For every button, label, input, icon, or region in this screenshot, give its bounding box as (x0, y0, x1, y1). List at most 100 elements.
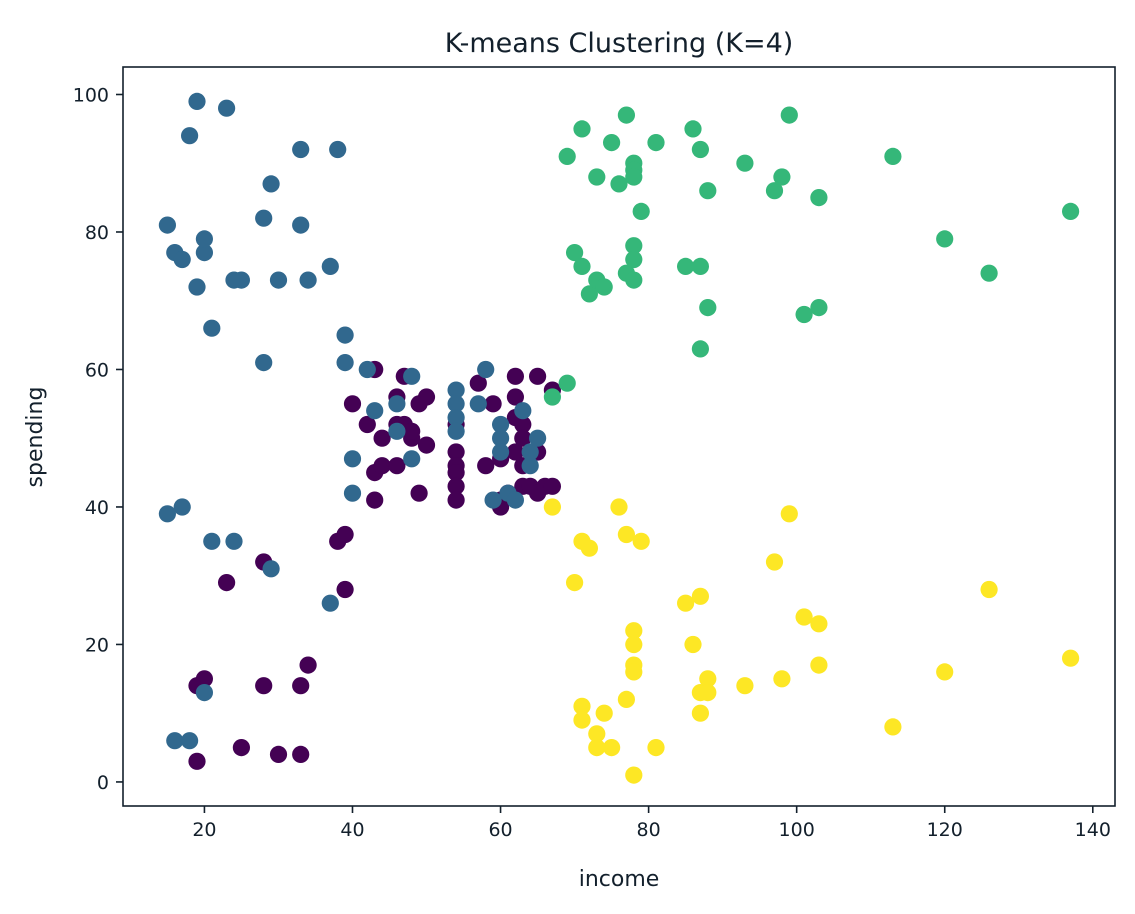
data-point-cluster-2-11 (617, 106, 636, 124)
data-point-cluster-0-59 (543, 477, 562, 495)
y-axis: 0 20 40 60 80 100 (73, 84, 123, 794)
data-point-cluster-3-32 (810, 615, 828, 633)
data-point-cluster-3-37 (1062, 649, 1080, 667)
data-point-cluster-2-26 (699, 182, 717, 200)
data-point-cluster-2-5 (580, 285, 599, 303)
data-point-cluster-0-20 (373, 457, 391, 475)
data-point-cluster-3-31 (795, 608, 813, 626)
data-point-cluster-0-33 (447, 443, 465, 461)
data-point-cluster-1-19 (255, 209, 273, 227)
data-point-cluster-1-22 (262, 560, 280, 578)
data-point-cluster-3-16 (625, 663, 643, 681)
data-point-cluster-0-27 (403, 422, 421, 440)
data-point-cluster-1-21 (262, 175, 280, 193)
data-point-cluster-3-21 (684, 635, 702, 654)
data-point-cluster-2-38 (1062, 202, 1080, 220)
data-point-cluster-2-31 (780, 106, 798, 124)
data-point-cluster-1-39 (403, 450, 421, 468)
data-point-cluster-2-23 (691, 140, 710, 159)
data-point-cluster-2-19 (632, 202, 650, 220)
y-tick-label: 40 (85, 497, 109, 519)
data-point-cluster-0-46 (506, 388, 524, 406)
data-point-cluster-1-34 (358, 360, 376, 379)
data-point-cluster-3-35 (936, 663, 954, 681)
x-axis: 20 40 60 80 100 120 140 (192, 806, 1111, 841)
y-tick-label: 0 (97, 772, 109, 794)
data-point-cluster-1-42 (447, 409, 465, 427)
data-point-cluster-1-29 (329, 140, 347, 159)
data-point-cluster-1-11 (195, 230, 213, 248)
data-point-cluster-0-5 (292, 745, 310, 764)
x-tick-label: 20 (192, 819, 216, 841)
data-point-cluster-1-45 (469, 395, 487, 413)
data-point-cluster-2-28 (736, 154, 754, 172)
data-point-cluster-3-5 (580, 539, 599, 557)
data-point-cluster-1-28 (321, 594, 339, 612)
data-point-cluster-1-26 (299, 271, 317, 289)
data-point-cluster-2-15 (625, 168, 643, 186)
data-point-cluster-1-20 (255, 354, 273, 372)
data-point-cluster-2-3 (573, 120, 591, 138)
data-point-cluster-1-52 (514, 402, 532, 420)
data-point-cluster-2-34 (810, 299, 828, 317)
data-point-cluster-0-13 (336, 580, 354, 599)
data-point-cluster-0-54 (529, 367, 547, 385)
data-point-cluster-0-36 (447, 477, 465, 495)
data-point-cluster-2-2 (566, 244, 584, 262)
data-point-cluster-1-55 (529, 429, 547, 447)
data-point-cluster-2-24 (691, 257, 710, 275)
data-point-cluster-3-33 (810, 656, 828, 674)
data-point-cluster-3-3 (573, 697, 591, 715)
data-point-cluster-1-53 (521, 457, 539, 475)
data-point-cluster-3-12 (617, 690, 636, 709)
data-point-cluster-1-14 (203, 532, 221, 550)
data-point-cluster-2-36 (936, 230, 954, 248)
data-point-cluster-0-14 (343, 395, 362, 413)
data-point-cluster-2-17 (625, 250, 643, 269)
x-tick-label: 100 (779, 819, 815, 841)
data-point-cluster-0-48 (506, 443, 524, 461)
data-point-cluster-0-6 (292, 677, 310, 695)
data-point-cluster-2-20 (647, 134, 665, 152)
data-point-cluster-2-0 (558, 147, 576, 165)
data-point-cluster-0-18 (366, 491, 384, 509)
data-point-cluster-2-35 (884, 147, 902, 165)
y-tick-label: 20 (85, 634, 109, 656)
data-point-cluster-1-5 (173, 250, 191, 269)
data-point-cluster-1-0 (158, 505, 176, 523)
data-point-cluster-3-4 (573, 711, 591, 729)
data-point-cluster-0-7 (299, 656, 317, 674)
data-point-cluster-1-13 (203, 319, 221, 337)
data-point-cluster-1-2 (166, 732, 184, 750)
data-point-cluster-3-6 (588, 725, 606, 743)
data-point-cluster-1-35 (366, 402, 384, 420)
data-point-cluster-2-33 (810, 189, 828, 207)
plot-frame (122, 66, 1116, 807)
data-point-cluster-0-12 (336, 525, 354, 544)
data-point-cluster-1-6 (181, 732, 199, 750)
data-point-cluster-3-17 (625, 766, 643, 784)
data-point-cluster-1-54 (521, 443, 539, 461)
data-point-cluster-1-32 (343, 450, 362, 468)
data-point-cluster-2-29 (765, 182, 784, 200)
data-point-cluster-2-32 (795, 305, 813, 324)
data-point-cluster-3-18 (632, 532, 650, 550)
y-tick-label: 60 (85, 359, 109, 381)
data-point-cluster-0-8 (255, 677, 273, 695)
data-point-cluster-1-48 (492, 429, 510, 447)
data-point-cluster-1-51 (506, 491, 524, 509)
x-tick-label: 40 (340, 819, 364, 841)
data-point-cluster-3-0 (543, 498, 562, 516)
data-point-cluster-0-0 (188, 752, 206, 770)
x-tick-label: 80 (637, 819, 661, 841)
data-point-cluster-0-49 (514, 415, 532, 434)
data-point-cluster-1-30 (336, 326, 354, 344)
data-point-cluster-1-44 (477, 360, 495, 379)
data-point-cluster-2-18 (625, 271, 643, 289)
data-point-cluster-0-9 (218, 574, 236, 592)
data-point-cluster-2-25 (691, 340, 710, 358)
data-point-cluster-3-36 (980, 580, 998, 599)
data-point-cluster-1-25 (292, 216, 310, 234)
data-point-cluster-0-15 (358, 415, 376, 434)
data-point-cluster-1-23 (269, 271, 288, 289)
